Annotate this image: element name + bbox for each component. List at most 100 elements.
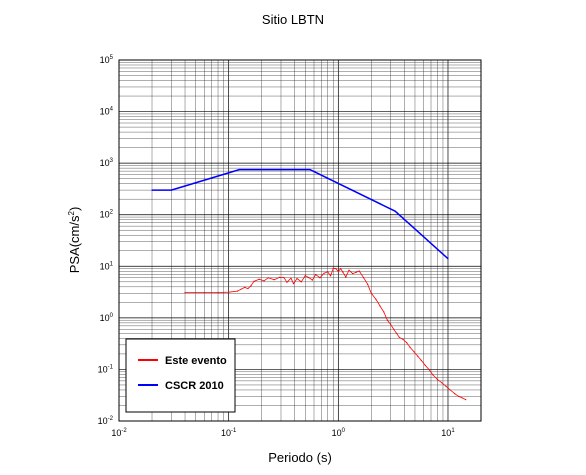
- y-axis-label-close: ): [67, 207, 82, 211]
- x-tick-labels: 10-2 10-1 100 101: [111, 428, 455, 438]
- data-point-este-evento: [217, 291, 219, 294]
- data-point-este-evento: [362, 277, 365, 279]
- data-point-cscr-2010: [151, 189, 153, 191]
- data-point-este-evento: [386, 319, 388, 321]
- data-point-este-evento: [375, 298, 377, 300]
- data-point-este-evento: [370, 292, 372, 294]
- data-point-este-evento: [348, 269, 350, 271]
- data-point-este-evento: [432, 374, 434, 376]
- data-point-este-evento: [413, 351, 415, 353]
- data-point-este-evento: [379, 305, 381, 307]
- data-point-este-evento: [340, 268, 342, 270]
- y-tick-label: 105: [100, 55, 114, 65]
- data-point-este-evento: [253, 280, 255, 282]
- data-point-cscr-2010: [447, 258, 449, 260]
- data-point-este-evento: [436, 378, 438, 381]
- data-point-este-evento: [184, 291, 186, 294]
- series-layer: [151, 168, 467, 401]
- data-point-este-evento: [345, 276, 347, 278]
- data-point-este-evento: [402, 338, 404, 341]
- data-point-este-evento: [420, 359, 422, 361]
- data-point-este-evento: [311, 279, 313, 281]
- svg-text:PSA(cm/s2): PSA(cm/s2): [67, 207, 82, 274]
- data-point-cscr-2010: [238, 168, 240, 171]
- y-tick-label: 10-2: [98, 416, 114, 426]
- data-point-este-evento: [383, 311, 385, 313]
- data-point-este-evento: [465, 398, 467, 401]
- data-point-este-evento: [342, 271, 344, 273]
- x-tick-label: 101: [441, 428, 455, 438]
- data-point-este-evento: [319, 277, 321, 279]
- data-point-este-evento: [393, 328, 395, 330]
- data-point-este-evento: [335, 268, 337, 270]
- y-tick-labels: 10-2 10-1 100 101 102 103 104 105: [98, 55, 114, 426]
- data-point-este-evento: [355, 271, 357, 274]
- series-line-cscr-2010: [152, 168, 449, 260]
- data-point-este-evento: [203, 291, 205, 294]
- data-point-este-evento: [323, 272, 325, 274]
- y-axis-label: PSA(cm/s2): [67, 207, 82, 274]
- chart-title: Sitio LBTN: [262, 12, 324, 27]
- legend-label-cscr-2010: CSCR 2010: [165, 380, 224, 392]
- data-point-cscr-2010: [394, 210, 396, 212]
- data-point-este-evento: [428, 368, 430, 371]
- data-point-este-evento: [449, 389, 451, 391]
- data-point-este-evento: [337, 270, 339, 273]
- data-point-cscr-2010: [309, 168, 311, 171]
- data-point-este-evento: [304, 274, 306, 277]
- data-point-este-evento: [329, 275, 332, 277]
- data-point-este-evento: [390, 323, 392, 325]
- legend-label-este-evento: Este evento: [165, 355, 227, 367]
- data-point-este-evento: [240, 288, 242, 290]
- data-point-este-evento: [441, 382, 443, 384]
- y-tick-label: 100: [100, 313, 114, 323]
- y-tick-label: 102: [100, 210, 114, 220]
- y-tick-label: 103: [100, 158, 114, 168]
- x-axis-label: Periodo (s): [268, 450, 332, 465]
- data-point-este-evento: [250, 285, 252, 287]
- data-point-este-evento: [300, 281, 302, 283]
- data-point-este-evento: [454, 392, 456, 395]
- data-point-este-evento: [292, 283, 295, 285]
- data-point-este-evento: [267, 277, 269, 279]
- data-point-este-evento: [445, 385, 447, 387]
- legend: Este evento CSCR 2010: [125, 338, 236, 413]
- data-point-este-evento: [278, 276, 280, 278]
- grid: [118, 59, 482, 422]
- data-point-este-evento: [228, 291, 230, 293]
- data-point-este-evento: [244, 286, 246, 288]
- data-point-este-evento: [296, 277, 298, 280]
- data-point-este-evento: [458, 395, 460, 397]
- data-point-este-evento: [461, 397, 463, 399]
- data-point-este-evento: [332, 267, 334, 269]
- data-point-este-evento: [258, 278, 260, 280]
- data-point-cscr-2010: [170, 189, 172, 191]
- x-tick-label: 10-2: [111, 428, 127, 438]
- data-point-este-evento: [367, 283, 369, 285]
- data-point-este-evento: [308, 277, 310, 279]
- data-point-este-evento: [352, 273, 354, 275]
- data-point-este-evento: [273, 279, 275, 281]
- legend-box: [125, 338, 236, 413]
- x-tick-label: 100: [332, 428, 346, 438]
- data-point-este-evento: [286, 281, 288, 283]
- y-tick-label: 104: [100, 107, 114, 117]
- data-point-este-evento: [398, 336, 400, 338]
- y-axis-label-main: PSA(cm/s: [67, 215, 82, 273]
- data-point-este-evento: [263, 280, 265, 282]
- plot-frame: [118, 59, 482, 422]
- y-tick-label: 101: [100, 261, 114, 271]
- data-point-este-evento: [358, 270, 360, 272]
- data-point-este-evento: [417, 355, 419, 357]
- data-point-este-evento: [283, 277, 285, 279]
- data-point-este-evento: [406, 342, 408, 344]
- y-axis-label-sup: 2: [67, 211, 76, 216]
- data-point-este-evento: [396, 332, 398, 334]
- data-point-este-evento: [327, 271, 329, 273]
- x-tick-label: 10-1: [221, 428, 237, 438]
- data-point-este-evento: [236, 290, 238, 292]
- y-tick-label: 10-1: [98, 364, 114, 374]
- data-point-este-evento: [424, 364, 426, 366]
- data-point-este-evento: [290, 277, 292, 279]
